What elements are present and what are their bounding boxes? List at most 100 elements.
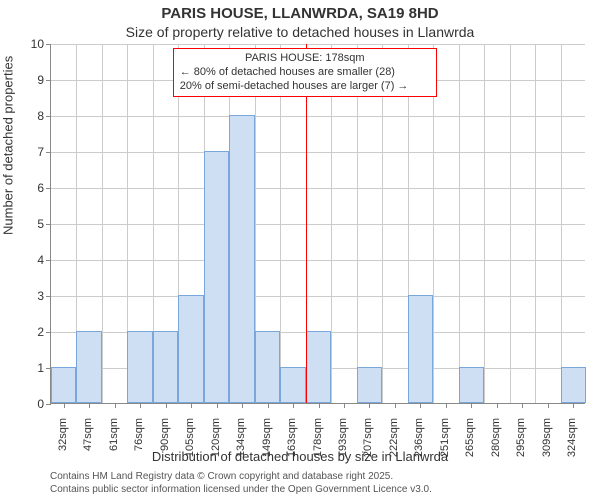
y-tick-mark xyxy=(46,296,51,297)
chart-subtitle: Size of property relative to detached ho… xyxy=(0,24,600,40)
x-tick-label: 251sqm xyxy=(439,418,451,468)
gridline-horizontal xyxy=(51,260,585,261)
histogram-bar xyxy=(357,367,382,403)
gridline-vertical xyxy=(382,44,383,403)
x-tick-mark xyxy=(573,403,574,408)
attribution-line-1: Contains HM Land Registry data © Crown c… xyxy=(50,471,432,484)
x-tick-mark xyxy=(166,403,167,408)
x-tick-mark xyxy=(89,403,90,408)
gridline-vertical xyxy=(510,44,511,403)
y-tick-mark xyxy=(46,404,51,405)
histogram-bar xyxy=(255,331,280,403)
x-tick-label: 134sqm xyxy=(235,418,247,468)
x-tick-label: 207sqm xyxy=(362,418,374,468)
attribution-text: Contains HM Land Registry data © Crown c… xyxy=(50,471,432,496)
x-tick-label: 309sqm xyxy=(541,418,553,468)
y-tick-label: 5 xyxy=(14,217,44,231)
histogram-bar xyxy=(280,367,305,403)
y-tick-label: 7 xyxy=(14,145,44,159)
x-tick-label: 149sqm xyxy=(261,418,273,468)
y-tick-mark xyxy=(46,224,51,225)
histogram-bar xyxy=(459,367,484,403)
y-tick-label: 1 xyxy=(14,361,44,375)
property-marker-line xyxy=(306,44,307,403)
histogram-bar xyxy=(76,331,101,403)
histogram-bar xyxy=(51,367,76,403)
x-tick-label: 236sqm xyxy=(413,418,425,468)
gridline-vertical xyxy=(484,44,485,403)
y-tick-mark xyxy=(46,116,51,117)
gridline-vertical xyxy=(561,44,562,403)
x-tick-mark xyxy=(420,403,421,408)
x-tick-label: 222sqm xyxy=(388,418,400,468)
x-tick-mark xyxy=(64,403,65,408)
x-tick-mark xyxy=(548,403,549,408)
x-tick-label: 90sqm xyxy=(159,418,171,468)
gridline-vertical xyxy=(459,44,460,403)
x-tick-mark xyxy=(395,403,396,408)
x-tick-label: 324sqm xyxy=(566,418,578,468)
x-tick-mark xyxy=(293,403,294,408)
gridline-horizontal xyxy=(51,296,585,297)
y-tick-label: 3 xyxy=(14,289,44,303)
annotation-line: ← 80% of detached houses are smaller (28… xyxy=(180,66,430,80)
gridline-vertical xyxy=(280,44,281,403)
x-tick-label: 178sqm xyxy=(312,418,324,468)
gridline-vertical xyxy=(102,44,103,403)
attribution-line-2: Contains public sector information licen… xyxy=(50,484,432,497)
x-tick-mark xyxy=(471,403,472,408)
x-tick-label: 280sqm xyxy=(490,418,502,468)
x-tick-mark xyxy=(344,403,345,408)
histogram-bar xyxy=(561,367,586,403)
x-tick-label: 265sqm xyxy=(464,418,476,468)
x-tick-mark xyxy=(268,403,269,408)
y-tick-mark xyxy=(46,80,51,81)
x-tick-mark xyxy=(319,403,320,408)
x-tick-mark xyxy=(191,403,192,408)
x-tick-mark xyxy=(140,403,141,408)
x-tick-label: 32sqm xyxy=(57,418,69,468)
plot-area xyxy=(50,44,585,404)
x-tick-label: 295sqm xyxy=(515,418,527,468)
y-tick-label: 6 xyxy=(14,181,44,195)
y-tick-label: 0 xyxy=(14,397,44,411)
y-tick-mark xyxy=(46,332,51,333)
y-tick-mark xyxy=(46,260,51,261)
x-tick-label: 61sqm xyxy=(108,418,120,468)
gridline-horizontal xyxy=(51,44,585,45)
gridline-vertical xyxy=(535,44,536,403)
annotation-line: PARIS HOUSE: 178sqm xyxy=(180,52,430,66)
gridline-horizontal xyxy=(51,116,585,117)
x-tick-label: 163sqm xyxy=(286,418,298,468)
annotation-box: PARIS HOUSE: 178sqm← 80% of detached hou… xyxy=(173,48,437,97)
x-tick-mark xyxy=(522,403,523,408)
x-tick-label: 105sqm xyxy=(184,418,196,468)
x-tick-mark xyxy=(115,403,116,408)
gridline-horizontal xyxy=(51,152,585,153)
x-tick-mark xyxy=(369,403,370,408)
x-tick-mark xyxy=(497,403,498,408)
y-tick-label: 4 xyxy=(14,253,44,267)
histogram-bar xyxy=(229,115,254,403)
y-tick-mark xyxy=(46,152,51,153)
y-tick-label: 8 xyxy=(14,109,44,123)
x-tick-mark xyxy=(217,403,218,408)
chart-container: PARIS HOUSE, LLANWRDA, SA19 8HD Size of … xyxy=(0,0,600,500)
histogram-bar xyxy=(408,295,433,403)
annotation-line: 20% of semi-detached houses are larger (… xyxy=(180,80,430,94)
histogram-bar xyxy=(306,331,331,403)
gridline-vertical xyxy=(331,44,332,403)
chart-title: PARIS HOUSE, LLANWRDA, SA19 8HD xyxy=(0,5,600,22)
y-tick-label: 2 xyxy=(14,325,44,339)
x-tick-label: 120sqm xyxy=(210,418,222,468)
x-tick-label: 193sqm xyxy=(337,418,349,468)
gridline-horizontal xyxy=(51,188,585,189)
x-tick-mark xyxy=(242,403,243,408)
y-tick-mark xyxy=(46,188,51,189)
x-tick-mark xyxy=(446,403,447,408)
y-tick-label: 10 xyxy=(14,37,44,51)
y-tick-mark xyxy=(46,44,51,45)
gridline-horizontal xyxy=(51,224,585,225)
gridline-vertical xyxy=(357,44,358,403)
x-tick-label: 47sqm xyxy=(82,418,94,468)
